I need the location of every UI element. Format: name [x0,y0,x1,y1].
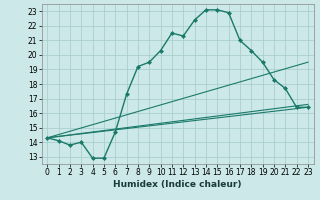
X-axis label: Humidex (Indice chaleur): Humidex (Indice chaleur) [113,180,242,189]
